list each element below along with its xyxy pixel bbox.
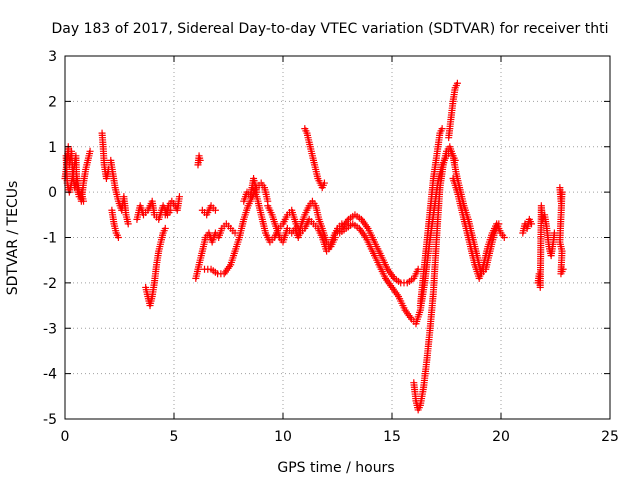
y-tick-label: -1	[43, 231, 57, 247]
data-point	[114, 234, 122, 241]
series-arc-21	[445, 79, 461, 142]
data-point	[500, 234, 508, 241]
y-tick-label: 2	[48, 94, 57, 110]
series-arc-07	[142, 224, 169, 310]
y-tick-label: -4	[43, 367, 57, 383]
series-arc-22	[449, 175, 508, 282]
y-tick-label: -2	[43, 276, 57, 292]
data-point	[175, 193, 183, 201]
series-arc-24	[534, 202, 558, 291]
x-tick-label: 20	[492, 429, 510, 445]
data-point	[528, 220, 536, 228]
series-arc-03	[98, 129, 113, 183]
data-point	[550, 229, 558, 237]
series-arc-09	[194, 152, 204, 169]
series-arc-15	[248, 184, 339, 255]
data-point	[453, 79, 461, 87]
data-point	[161, 224, 169, 232]
series-arc-16	[301, 125, 328, 192]
series-arc-23	[519, 215, 536, 237]
series-arc-11	[198, 202, 219, 219]
x-axis-label: GPS time / hours	[277, 460, 394, 476]
chart-title: Day 183 of 2017, Sidereal Day-to-day VTE…	[52, 21, 609, 37]
data-point	[86, 147, 94, 155]
data-point	[124, 220, 132, 228]
series-arc-25	[556, 184, 567, 278]
data-series	[61, 79, 567, 414]
x-tick-label: 0	[61, 429, 70, 445]
data-point	[320, 179, 328, 187]
data-point	[80, 197, 88, 205]
axis-ticks: 0 5 10 15 20 25 -5 -4 -3 -2 -1 0 1 2 3	[43, 49, 619, 445]
y-tick-label: 3	[48, 49, 57, 65]
series-arc-17	[331, 211, 422, 287]
series-arc-05	[108, 206, 122, 241]
series-arc-12	[201, 179, 272, 278]
data-point	[196, 156, 204, 164]
y-tick-label: 1	[48, 140, 57, 156]
data-point	[414, 265, 422, 273]
y-tick-label: 0	[48, 185, 57, 201]
data-point	[559, 265, 567, 273]
series-arc-20	[416, 125, 446, 310]
data-point	[438, 125, 446, 133]
x-tick-label: 10	[274, 429, 292, 445]
series-arc-04	[107, 156, 132, 228]
x-tick-label: 25	[601, 429, 619, 445]
y-axis-label: SDTVAR / TECUs	[5, 181, 21, 296]
y-tick-label: -5	[43, 412, 57, 428]
data-point	[211, 206, 219, 214]
x-tick-label: 15	[383, 429, 401, 445]
y-tick-label: -3	[43, 321, 57, 337]
series-arc-10	[192, 220, 239, 282]
x-tick-label: 5	[170, 429, 179, 445]
series-arc-08	[161, 193, 183, 219]
